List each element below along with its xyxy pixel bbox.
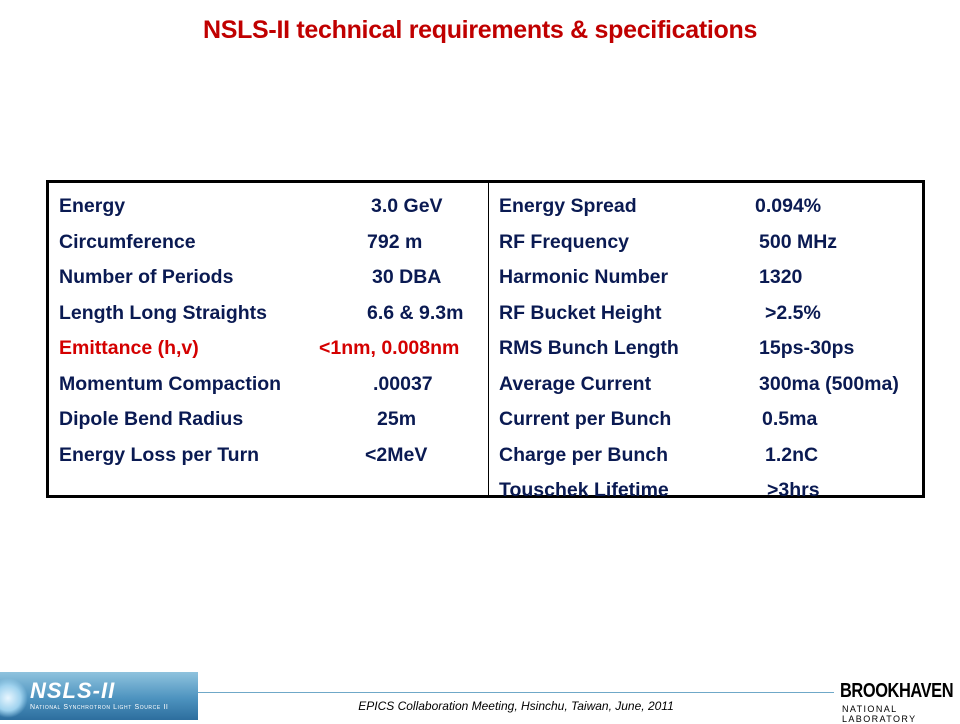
light-source-glow-icon — [0, 678, 28, 718]
nsls-logo-wordmark: NSLS-II — [30, 678, 116, 703]
spec-table: Energy 3.0 GeV Circumference 792 m Numbe… — [46, 180, 925, 501]
spec-row: Average Current 300ma (500ma) — [499, 367, 922, 403]
spec-row: Momentum Compaction .00037 — [59, 367, 488, 403]
nsls-logo-subtitle: National Synchrotron Light Source II — [30, 704, 169, 711]
spec-value: 25m — [377, 408, 417, 430]
spec-value: 0.094% — [755, 195, 822, 217]
spec-label: Average Current — [499, 372, 652, 395]
nsls-ii-logo: NSLS-II National Synchrotron Light Sourc… — [0, 672, 198, 720]
spec-row: Energy Loss per Turn <2MeV — [59, 438, 488, 474]
spec-value: 30 DBA — [372, 266, 442, 288]
spec-value: 1.2nC — [765, 443, 819, 466]
spec-row: RF Frequency 500 MHz — [499, 225, 922, 261]
spec-value: 0.5ma — [762, 408, 818, 430]
spec-row: Harmonic Number 1320 — [499, 260, 922, 296]
spec-row: Charge per Bunch 1.2nC — [499, 438, 922, 474]
spec-value: >2.5% — [765, 301, 821, 324]
spec-value: 3.0 GeV — [371, 195, 443, 217]
spec-label: Energy — [59, 195, 126, 217]
spec-label: RF Bucket Height — [499, 301, 662, 324]
spec-row: Number of Periods 30 DBA — [59, 260, 488, 296]
brookhaven-logo-wordmark: BROOKHAVEN — [840, 680, 954, 702]
spec-value: 15ps-30ps — [759, 337, 855, 359]
spec-value: 500 MHz — [759, 230, 838, 253]
spec-column-right: Energy Spread 0.094% RF Frequency 500 MH… — [489, 183, 922, 501]
spec-label: Touschek Lifetime — [499, 479, 669, 501]
spec-label: Energy Spread — [499, 195, 637, 217]
brookhaven-logo: BROOKHAVEN NATIONAL LABORATORY — [834, 680, 956, 724]
spec-label: RMS Bunch Length — [499, 337, 679, 359]
spec-value: 300ma (500ma) — [759, 372, 899, 395]
spec-value: 1320 — [759, 266, 803, 288]
spec-label: Dipole Bend Radius — [59, 408, 244, 430]
spec-value: <1nm, 0.008nm — [319, 337, 460, 359]
spec-label: Emittance (h,v) — [59, 337, 199, 359]
footer-caption: EPICS Collaboration Meeting, Hsinchu, Ta… — [358, 699, 674, 713]
spec-label: Number of Periods — [59, 266, 234, 288]
spec-label: Circumference — [59, 230, 196, 253]
spec-row: Energy 3.0 GeV — [59, 189, 488, 225]
spec-row: RF Bucket Height >2.5% — [499, 296, 922, 332]
footer-divider — [198, 692, 834, 693]
spec-row: RMS Bunch Length 15ps-30ps — [499, 331, 922, 367]
spec-row-highlight: Emittance (h,v) <1nm, 0.008nm — [59, 331, 488, 367]
brookhaven-logo-subtitle: NATIONAL LABORATORY — [842, 704, 917, 724]
spec-label: Length Long Straights — [59, 301, 267, 324]
spec-row: Dipole Bend Radius 25m — [59, 402, 488, 438]
spec-value: 6.6 & 9.3m — [367, 301, 464, 324]
spec-label: Current per Bunch — [499, 408, 672, 430]
slide-title: NSLS-II technical requirements & specifi… — [202, 16, 758, 44]
spec-value: 792 m — [367, 230, 423, 253]
spec-column-left: Energy 3.0 GeV Circumference 792 m Numbe… — [49, 183, 489, 495]
spec-value: >3hrs — [767, 479, 820, 501]
spec-row: Length Long Straights 6.6 & 9.3m — [59, 296, 488, 332]
spec-value: <2MeV — [365, 443, 428, 466]
spec-label: Harmonic Number — [499, 266, 669, 288]
spec-row: Circumference 792 m — [59, 225, 488, 261]
spec-label: Momentum Compaction — [59, 372, 282, 395]
spec-value: .00037 — [373, 372, 433, 395]
spec-label: Charge per Bunch — [499, 443, 669, 466]
spec-row: Energy Spread 0.094% — [499, 189, 922, 225]
spec-label: RF Frequency — [499, 230, 630, 253]
spec-row: Current per Bunch 0.5ma — [499, 402, 922, 438]
spec-label: Energy Loss per Turn — [59, 443, 260, 466]
spec-row: Touschek Lifetime >3hrs — [499, 473, 922, 509]
